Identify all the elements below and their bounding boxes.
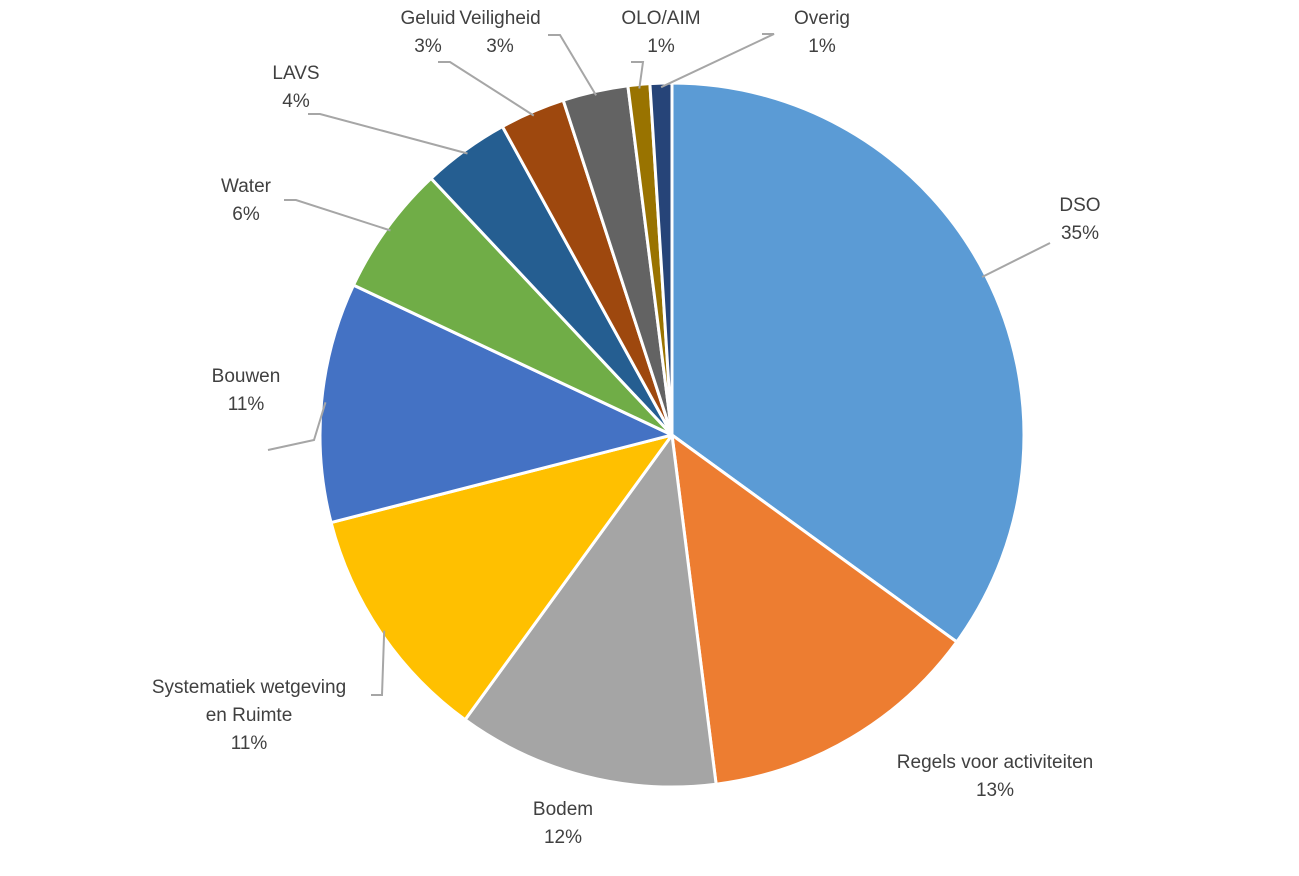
data-label-name-geluid: Geluid [401, 8, 456, 29]
pie-slice-bodem [463, 433, 718, 789]
data-labels: DSO 35% Regels voor activiteiten 13% Bodem 12… [152, 8, 1101, 848]
data-label-name-bodem: Bodem [533, 799, 593, 820]
leader-line-overig [660, 33, 775, 89]
leader-line-bouwen [267, 402, 327, 451]
data-label-name-water: Water [221, 176, 272, 197]
data-label-name-veiligheid: Veiligheid [459, 8, 540, 29]
pie-slices [318, 81, 1026, 789]
data-label-name-overig: Overig [794, 8, 850, 29]
leader-lines [267, 33, 1051, 696]
data-label-name-dso: DSO [1059, 195, 1100, 216]
data-label-name-bouwen: Bouwen [212, 366, 281, 387]
data-label-pct-overig: 1% [808, 36, 836, 57]
pie-slice-water [352, 176, 674, 437]
leader-line-geluid [438, 61, 535, 117]
data-label-name-systematiek-wetgeving-en-ruimte: en Ruimte [206, 705, 293, 726]
data-label-pct-olo-aim: 1% [647, 36, 675, 57]
data-label-name-systematiek-wetgeving-en-ruimte: Systematiek wetgeving [152, 677, 346, 698]
leader-line-water [284, 199, 391, 232]
data-label-pct-systematiek-wetgeving-en-ruimte: 11% [231, 733, 268, 754]
data-label-pct-veiligheid: 3% [486, 36, 514, 57]
data-label-name-lavs: LAVS [272, 63, 319, 84]
pie-slice-regels-voor-activiteiten [670, 433, 959, 786]
pie-slice-bouwen [318, 283, 674, 525]
data-label-pct-regels-voor-activiteiten: 13% [976, 780, 1014, 801]
data-label-pct-water: 6% [232, 204, 260, 225]
data-label-pct-lavs: 4% [282, 91, 310, 112]
leader-line-systematiek-wetgeving-en-ruimte [371, 630, 386, 696]
leader-line-lavs [308, 113, 468, 155]
data-label-name-olo-aim: OLO/AIM [621, 8, 700, 29]
leader-line-olo-aim [631, 61, 645, 89]
data-label-pct-bouwen: 11% [228, 394, 265, 415]
pie-slice-systematiek-wetgeving-en-ruimte [329, 433, 674, 722]
leader-line-dso [981, 242, 1051, 278]
data-label-pct-dso: 35% [1061, 223, 1099, 244]
leader-line-veiligheid [548, 34, 597, 96]
data-label-pct-geluid: 3% [414, 36, 442, 57]
data-label-name-regels-voor-activiteiten: Regels voor activiteiten [897, 752, 1093, 773]
data-label-pct-bodem: 12% [544, 827, 582, 848]
